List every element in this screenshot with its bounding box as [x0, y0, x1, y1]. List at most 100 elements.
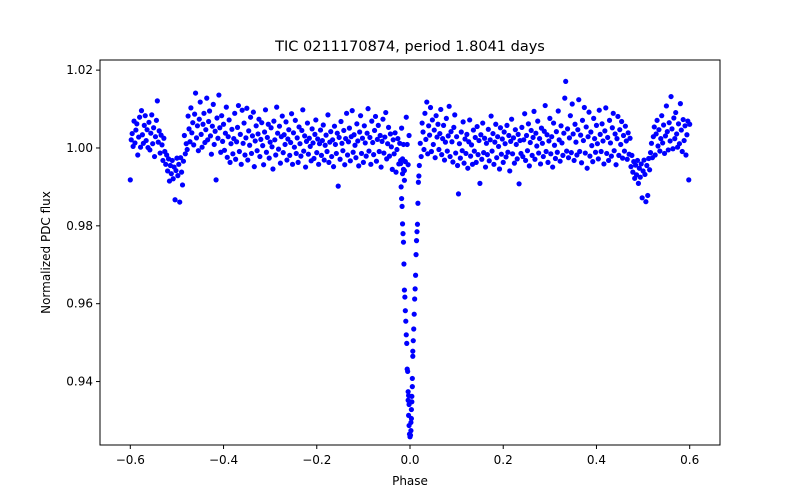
data-point	[285, 136, 291, 142]
data-point	[132, 140, 138, 146]
data-point	[592, 149, 599, 155]
data-point	[302, 164, 309, 170]
data-point	[373, 158, 380, 164]
data-point	[622, 123, 628, 129]
data-point	[519, 124, 525, 130]
data-point	[583, 124, 589, 130]
data-point	[322, 142, 328, 148]
data-point	[383, 109, 389, 116]
data-point	[142, 113, 148, 119]
data-point	[212, 128, 218, 134]
data-point	[239, 107, 245, 113]
data-point	[550, 164, 556, 170]
data-point	[312, 131, 318, 137]
data-point	[442, 139, 449, 145]
data-point	[161, 135, 167, 141]
data-point	[410, 353, 416, 359]
data-point	[506, 132, 512, 139]
data-point	[683, 152, 689, 158]
data-point	[392, 130, 398, 136]
data-point	[525, 121, 532, 127]
data-point	[263, 149, 270, 155]
data-point	[566, 135, 573, 141]
data-point	[449, 139, 455, 145]
data-point	[510, 135, 517, 141]
data-point	[164, 152, 170, 158]
data-point	[271, 118, 277, 124]
y-tick-label: 0.96	[66, 297, 93, 311]
data-point	[333, 150, 339, 157]
data-point	[551, 142, 558, 148]
data-point	[246, 128, 252, 134]
data-point	[294, 135, 300, 141]
data-point	[236, 148, 242, 155]
data-point	[410, 338, 416, 344]
data-point	[616, 152, 622, 158]
data-point	[185, 113, 191, 119]
data-point	[306, 135, 312, 141]
data-point	[220, 121, 227, 127]
data-point	[577, 148, 583, 155]
data-point	[645, 192, 651, 199]
data-point	[284, 157, 290, 163]
data-point	[147, 147, 153, 153]
data-point	[241, 120, 247, 126]
data-point	[600, 138, 606, 144]
data-point	[256, 116, 262, 122]
data-point	[128, 137, 134, 143]
data-point	[295, 159, 301, 165]
data-point	[539, 140, 545, 146]
data-point	[502, 141, 508, 147]
data-point	[592, 136, 598, 142]
data-point	[460, 119, 466, 125]
data-point	[261, 129, 268, 135]
data-point	[363, 153, 369, 159]
data-point	[223, 104, 229, 110]
data-point	[399, 221, 406, 227]
data-point	[511, 160, 518, 166]
data-point	[500, 159, 506, 165]
data-point	[264, 134, 270, 141]
data-point	[630, 169, 636, 175]
data-point	[430, 141, 436, 148]
data-point	[399, 125, 405, 131]
data-point	[361, 123, 367, 129]
data-point	[441, 157, 448, 163]
x-tick-label: −0.6	[116, 453, 145, 467]
data-point	[594, 141, 601, 147]
data-point	[182, 151, 188, 157]
data-point	[606, 117, 613, 123]
data-point	[524, 148, 531, 154]
data-point	[507, 168, 513, 174]
data-point	[365, 106, 371, 112]
data-point	[653, 131, 659, 137]
data-point	[584, 165, 590, 171]
data-point	[274, 104, 280, 110]
x-axis: −0.6 −0.4 −0.2 0.0 0.2 0.4 0.6	[116, 445, 699, 467]
data-point	[680, 116, 686, 123]
data-point	[243, 135, 249, 141]
data-point	[401, 261, 407, 267]
data-point	[201, 110, 207, 116]
data-point	[253, 123, 259, 129]
data-point	[455, 191, 462, 197]
data-point	[189, 130, 195, 136]
data-point	[426, 123, 432, 129]
data-point	[166, 178, 173, 184]
data-point	[197, 99, 203, 105]
data-point	[614, 136, 620, 142]
data-point	[608, 153, 614, 159]
data-point	[262, 107, 269, 113]
data-point	[413, 238, 420, 244]
data-point	[468, 142, 475, 148]
data-point	[353, 155, 359, 161]
data-point	[345, 139, 352, 145]
data-point	[468, 153, 474, 159]
data-point	[637, 174, 643, 180]
data-point	[454, 134, 460, 140]
data-point	[474, 123, 480, 130]
data-point	[150, 141, 156, 147]
data-point	[558, 123, 564, 129]
data-point	[282, 141, 288, 148]
data-point	[526, 163, 532, 169]
